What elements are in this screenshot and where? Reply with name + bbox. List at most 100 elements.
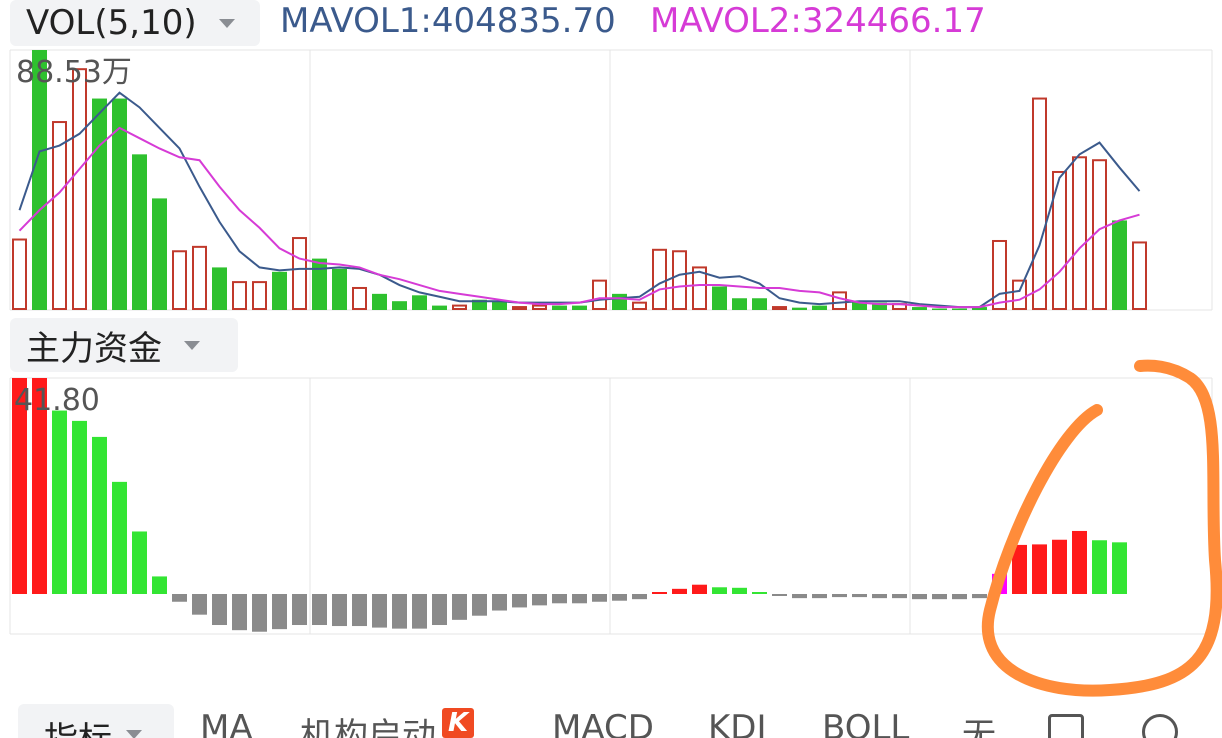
vol-indicator-select[interactable]: VOL(5,10) [10, 0, 260, 46]
fund-flow-bar [192, 594, 207, 615]
fund-flow-bar [712, 587, 727, 594]
tab-none[interactable]: 无 [962, 716, 996, 738]
vol-indicator-label: VOL(5,10) [26, 3, 197, 43]
volume-bar [72, 68, 87, 311]
tab-boll[interactable]: BOLL [822, 708, 910, 738]
fund-flow-bar [12, 378, 27, 594]
fund-flow-bar [1052, 539, 1067, 594]
volume-bar [612, 293, 627, 310]
fund-flow-bar [592, 594, 607, 602]
fund-flow-bar [692, 584, 707, 594]
volume-bar [912, 307, 927, 310]
indicator-tabs: 指标 MA 机构启动 K MACD KDJ BOLL 无 [0, 700, 1222, 738]
fund-flow-bar [132, 531, 147, 594]
fund-flow-bar [492, 594, 507, 611]
fund-flow-bar [672, 588, 687, 594]
tab-kdj[interactable]: KDJ [708, 708, 767, 738]
volume-bar [372, 293, 387, 310]
fund-flow-bar [992, 573, 1007, 594]
tab-macd[interactable]: MACD [552, 708, 654, 738]
volume-bar [872, 302, 887, 310]
volume-bar [832, 291, 847, 310]
volume-bar [332, 268, 347, 310]
k-badge: K [442, 708, 475, 738]
volume-bar [252, 281, 267, 310]
fund-flow-indicator-label: 主力资金 [26, 328, 162, 369]
volume-bar [1072, 156, 1087, 310]
volume-bar [732, 298, 747, 310]
fund-flow-bar [652, 592, 667, 594]
volume-bar [132, 154, 147, 310]
fund-flow-bar [252, 594, 267, 632]
fund-flow-bar [792, 594, 807, 599]
volume-bar [152, 198, 167, 310]
volume-bar [632, 301, 647, 311]
volume-bar [472, 299, 487, 310]
volume-bar [312, 258, 327, 310]
fund-flow-bar [32, 378, 47, 594]
volume-max-label: 88.53万 [16, 55, 132, 90]
fund-flow-bar [232, 594, 247, 631]
fund-flow-bar [1032, 544, 1047, 594]
tab-indicator[interactable]: 指标 [18, 704, 174, 738]
fund-flow-bar [292, 594, 307, 626]
fund-flow-bar [112, 481, 127, 594]
volume-bar [752, 298, 767, 310]
volume-bar [572, 305, 587, 310]
volume-bar [172, 250, 187, 310]
volume-bar [1052, 170, 1067, 310]
add-indicator-icon[interactable] [1048, 714, 1084, 738]
fund-flow-bar [332, 594, 347, 627]
fund-flow-bar [972, 594, 987, 599]
volume-bar [1112, 220, 1127, 310]
volume-bar [1132, 241, 1147, 310]
volume-bar [792, 307, 807, 310]
volume-bar [1012, 279, 1027, 311]
fund-flow-bar [432, 594, 447, 626]
fund-flow-bar [952, 594, 967, 600]
tab-institution[interactable]: 机构启动 K [300, 708, 475, 738]
fund-flow-bar [1072, 530, 1087, 594]
indicator-header: VOL(5,10) MAVOL1:404835.70 MAVOL2:324466… [0, 0, 1222, 46]
fund-flow-bar [772, 594, 787, 596]
fund-flow-bar [152, 576, 167, 594]
volume-bar [992, 239, 1007, 310]
tab-institution-label: 机构启动 [300, 716, 436, 738]
fund-flow-indicator-select[interactable]: 主力资金 [10, 318, 238, 372]
fund-flow-bar [312, 594, 327, 626]
volume-bar [512, 306, 527, 310]
fund-flow-bar [572, 594, 587, 604]
chevron-down-icon [126, 730, 142, 738]
fund-flow-bar [932, 594, 947, 600]
mavol2-line [18, 126, 1140, 309]
volume-bar [772, 306, 787, 310]
fund-flow-bar [352, 594, 367, 627]
fund-flow-bar [72, 420, 87, 594]
fund-flow-bar [172, 594, 187, 602]
volume-bar [232, 281, 247, 310]
fund-flow-bar [872, 594, 887, 599]
chevron-down-icon [218, 18, 235, 28]
volume-bar [812, 305, 827, 310]
fund-flow-bar [732, 587, 747, 594]
volume-bar [532, 304, 547, 311]
tab-ma[interactable]: MA [200, 708, 253, 738]
fund-flow-bar [452, 594, 467, 620]
volume-bar [972, 307, 987, 310]
volume-bar [492, 301, 507, 310]
volume-bar [432, 305, 447, 310]
fund-flow-bar [412, 594, 427, 629]
fund-flow-bar [52, 410, 67, 594]
volume-bar [12, 238, 27, 310]
volume-bar [952, 308, 967, 310]
fund-flow-max-label: 41.80 [14, 383, 100, 418]
volume-bar [592, 279, 607, 311]
fund-flow-bar [832, 594, 847, 598]
volume-bar [452, 304, 467, 311]
settings-icon[interactable] [1142, 714, 1178, 738]
fund-flow-bar [372, 594, 387, 628]
volume-bar [212, 267, 227, 310]
volume-bar [652, 248, 667, 310]
fund-flow-bar [212, 594, 227, 626]
tab-indicator-label: 指标 [44, 712, 112, 738]
